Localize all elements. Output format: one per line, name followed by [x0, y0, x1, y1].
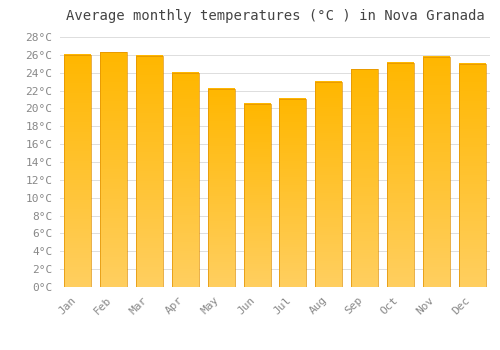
Bar — [280, 99, 306, 287]
Bar — [64, 55, 92, 287]
Bar — [172, 73, 199, 287]
Bar — [458, 64, 485, 287]
Bar — [351, 69, 378, 287]
Bar — [316, 82, 342, 287]
Bar — [100, 52, 127, 287]
Bar — [172, 73, 199, 287]
Bar — [136, 56, 163, 287]
Bar — [208, 89, 234, 287]
Bar — [64, 55, 92, 287]
Bar — [351, 69, 378, 287]
Bar — [387, 63, 414, 287]
Bar — [208, 89, 234, 287]
Bar — [100, 52, 127, 287]
Bar — [423, 57, 450, 287]
Bar — [244, 104, 270, 287]
Bar — [136, 56, 163, 287]
Bar — [280, 99, 306, 287]
Bar — [458, 64, 485, 287]
Bar — [387, 63, 414, 287]
Bar — [244, 104, 270, 287]
Bar — [316, 82, 342, 287]
Title: Average monthly temperatures (°C ) in Nova Granada: Average monthly temperatures (°C ) in No… — [66, 9, 484, 23]
Bar — [423, 57, 450, 287]
